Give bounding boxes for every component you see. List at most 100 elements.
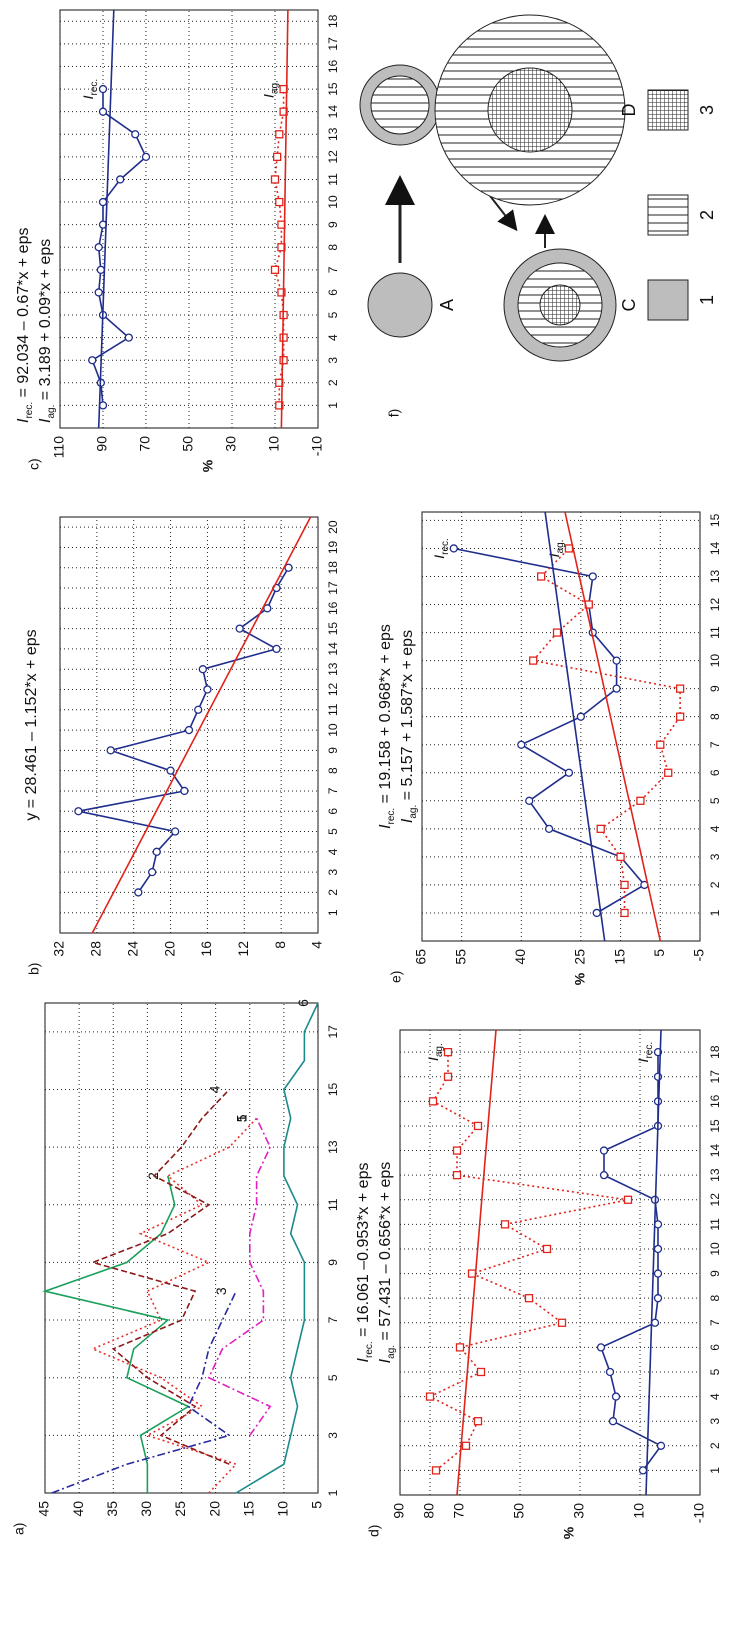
data-point — [270, 265, 280, 274]
equation-var: I — [377, 824, 394, 829]
x-tick-label: 8 — [708, 1295, 722, 1302]
x-tick-label: 2 — [708, 1442, 722, 1449]
x-tick-label: 16 — [326, 601, 340, 615]
equation-rest: = 19.158 + 0.968*x + eps — [377, 624, 394, 808]
series-label-var: 5 — [233, 1114, 249, 1122]
data-point — [517, 740, 526, 749]
node-label: D — [619, 104, 639, 117]
data-point — [152, 847, 161, 856]
x-tick-label: 15 — [708, 513, 722, 527]
y-axis-label: % — [572, 972, 588, 985]
x-tick-label: 10 — [708, 654, 722, 668]
x-tick-label: 3 — [708, 1418, 722, 1425]
x-tick-label: 9 — [708, 685, 722, 692]
series-label: 4 — [206, 1085, 222, 1093]
data-point — [284, 563, 293, 572]
legend-swatch — [647, 279, 689, 321]
equation: Iag. = 5.157 + 1.587*x + eps — [399, 630, 418, 823]
legend-label: 2 — [697, 210, 717, 220]
plot-frame — [59, 516, 319, 934]
data-point — [106, 746, 115, 755]
data-point — [425, 1392, 435, 1401]
x-tick-label: 10 — [326, 195, 340, 209]
legend-swatch — [647, 89, 689, 131]
data-point — [473, 1121, 483, 1131]
series-line — [97, 9, 115, 429]
series-label: Irec. — [635, 1042, 655, 1063]
data-point — [476, 1367, 486, 1377]
data-point — [599, 1171, 609, 1180]
equation-var: I — [377, 1358, 394, 1363]
data-point — [279, 356, 288, 365]
y-tick-label: 8 — [272, 941, 288, 949]
x-tick-label: 17 — [326, 37, 340, 51]
data-point — [588, 572, 597, 581]
x-tick-label: 2 — [326, 379, 340, 386]
x-tick-label: 11 — [326, 1198, 340, 1211]
data-point — [536, 572, 546, 581]
y-tick-label: 45 — [36, 1501, 52, 1517]
equation-rest: = 16.061 –0.953*x + eps — [355, 1163, 372, 1342]
x-tick-label: 1 — [326, 1489, 340, 1496]
x-tick-label: 9 — [326, 747, 340, 754]
data-point — [552, 628, 562, 637]
data-point — [616, 852, 625, 862]
node-label: A — [437, 299, 457, 311]
figure-body: f) A B C D 1 2 3 a)454035302520151051357… — [11, 9, 722, 1539]
data-point — [116, 175, 125, 184]
y-tick-label: 40 — [512, 949, 528, 965]
data-point — [184, 725, 194, 735]
data-point — [544, 824, 554, 833]
data-point — [141, 152, 151, 162]
x-tick-label: 1 — [326, 402, 340, 409]
series-label-var: 4 — [206, 1085, 222, 1093]
stage-b-core — [370, 75, 430, 135]
series-label-sub: rec. — [439, 538, 450, 555]
data-point — [98, 107, 108, 116]
plot-frame — [421, 511, 701, 942]
series-line — [90, 1117, 258, 1494]
x-tick-label: 16 — [326, 59, 340, 73]
data-point — [596, 824, 605, 833]
x-tick-label: 14 — [326, 105, 340, 119]
y-tick-label: 28 — [88, 941, 104, 957]
y-axis-label: % — [200, 459, 216, 472]
chart-title: y = 28.461 – 1.152*x + eps — [23, 629, 40, 820]
x-tick-label: 5 — [326, 1374, 340, 1381]
data-point — [620, 880, 629, 890]
series-line — [456, 1029, 497, 1496]
equation-var: I — [37, 418, 54, 423]
y-tick-label: 25 — [172, 1501, 188, 1517]
data-point — [500, 1220, 510, 1229]
x-tick-label: 11 — [708, 626, 722, 639]
data-point — [564, 768, 574, 777]
equation: Irec. = 16.061 –0.953*x + eps — [355, 1163, 374, 1363]
data-point — [455, 1343, 465, 1352]
series-label-var: 1 — [233, 1114, 249, 1122]
x-tick-label: 20 — [326, 520, 340, 534]
equation-var: I — [355, 1357, 372, 1362]
y-tick-label: 16 — [198, 941, 214, 957]
x-tick-label: 2 — [708, 881, 722, 888]
x-tick-label: 2 — [326, 889, 340, 896]
y-tick-label: 55 — [452, 949, 468, 965]
data-point — [592, 908, 601, 918]
x-tick-label: 15 — [708, 1119, 722, 1133]
y-tick-label: 30 — [571, 1503, 587, 1519]
data-point — [94, 288, 103, 297]
x-tick-label: 6 — [326, 289, 340, 296]
y-tick-label: 5 — [309, 1501, 325, 1509]
x-tick-label: 11 — [326, 703, 340, 716]
equation-rest: = 57.431 – 0.656*x + eps — [377, 1162, 394, 1345]
equation-sub: ag. — [46, 405, 57, 419]
x-tick-label: 12 — [326, 682, 340, 696]
y-tick-label: 70 — [137, 436, 153, 452]
x-tick-label: 16 — [708, 1094, 722, 1108]
y-tick-label: 10 — [266, 436, 282, 452]
y-tick-label: 110 — [51, 436, 67, 459]
x-tick-label: 11 — [326, 173, 340, 186]
